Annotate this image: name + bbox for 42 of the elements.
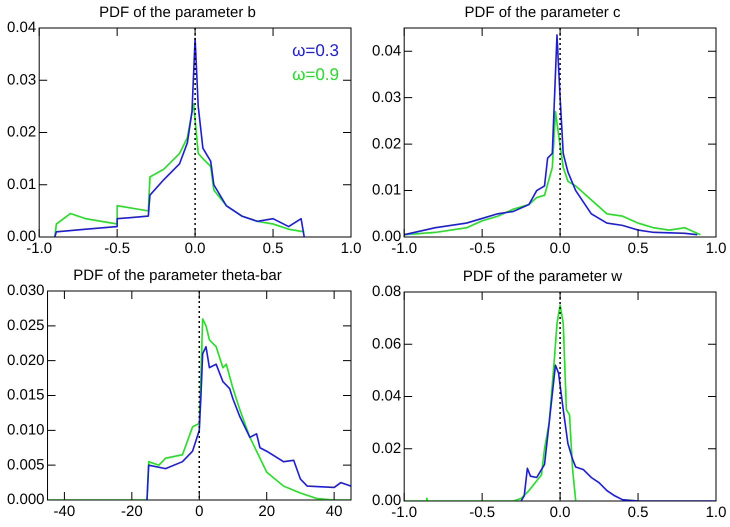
y-tick-label: 0.04: [372, 388, 402, 405]
x-tick-label: -0.5: [104, 240, 130, 258]
y-tick-label: 0.02: [6, 124, 36, 141]
x-tick-label: 0.5: [628, 504, 648, 522]
chart-title: PDF of the parameter theta-bar: [73, 267, 282, 284]
y-tick-label: 0.010: [6, 421, 45, 438]
x-tick-label: -40: [54, 503, 76, 520]
y-tick-label: 0.01: [372, 182, 402, 199]
chart-title: PDF of the parameter c: [464, 4, 621, 22]
text: ω=0.3: [292, 41, 339, 60]
x-tick-label: 0.0: [550, 504, 571, 522]
x-tick-label: 40: [326, 503, 342, 520]
y-tick-label: 0.03: [6, 71, 36, 88]
y-tick-label: 0.06: [372, 335, 402, 352]
y-tick-label: 0.04: [6, 19, 36, 36]
chart-title: PDF of the parameter w: [462, 268, 622, 286]
y-tick-label: 0.01: [6, 176, 36, 193]
y-tick-label: 0.025: [6, 316, 45, 334]
x-tick-label: 0.5: [628, 240, 648, 258]
y-tick-label: 0.030: [6, 282, 45, 300]
y-tick-label: 0.02: [372, 135, 402, 152]
x-tick-label: -20: [120, 503, 143, 520]
x-tick-label: 1.0: [706, 504, 726, 522]
text: ω=0.9: [292, 65, 339, 84]
y-tick-label: 0.02: [372, 440, 402, 457]
chart-title: PDF of the parameter b: [99, 4, 256, 22]
y-tick-label: 0.03: [372, 88, 402, 106]
x-tick-label: 0.0: [184, 240, 206, 258]
y-tick-label: 0.020: [6, 352, 45, 369]
x-tick-label: 20: [258, 503, 276, 520]
x-tick-label: -0.5: [469, 240, 496, 258]
x-tick-label: 0: [195, 503, 204, 520]
x-tick-label: 0.5: [262, 240, 284, 258]
x-tick-label: -0.5: [469, 504, 496, 522]
y-tick-label: 0.08: [372, 283, 402, 300]
x-tick-label: 1.0: [706, 240, 726, 258]
y-tick-label: 0.005: [6, 456, 45, 474]
y-tick-label: 0.015: [6, 386, 45, 404]
y-tick-label: 0.000: [6, 491, 45, 508]
x-tick-label: 1.0: [340, 240, 362, 258]
y-tick-label: 0.04: [372, 42, 402, 60]
x-tick-label: 0.0: [550, 240, 571, 258]
